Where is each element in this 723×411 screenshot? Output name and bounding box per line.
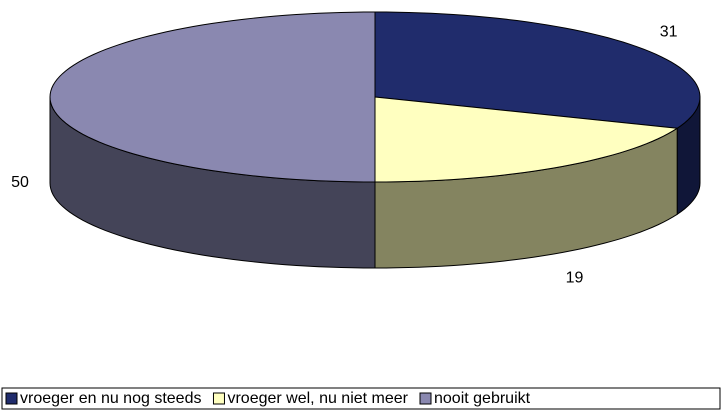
legend-label: nooit gebruikt [434,390,531,407]
legend-label: vroeger wel, nu niet meer [227,390,408,407]
pie-slice [374,11,701,129]
legend-swatch [419,392,432,405]
data-label: 19 [566,269,584,286]
legend-swatch [212,392,225,405]
legend-box [1,387,721,410]
pie-slice [374,96,679,183]
legend-label: vroeger en nu nog steeds [20,390,201,407]
data-label: 50 [11,174,29,191]
data-label: 31 [660,24,678,41]
pie-slice [49,11,376,183]
legend-swatch [5,392,18,405]
